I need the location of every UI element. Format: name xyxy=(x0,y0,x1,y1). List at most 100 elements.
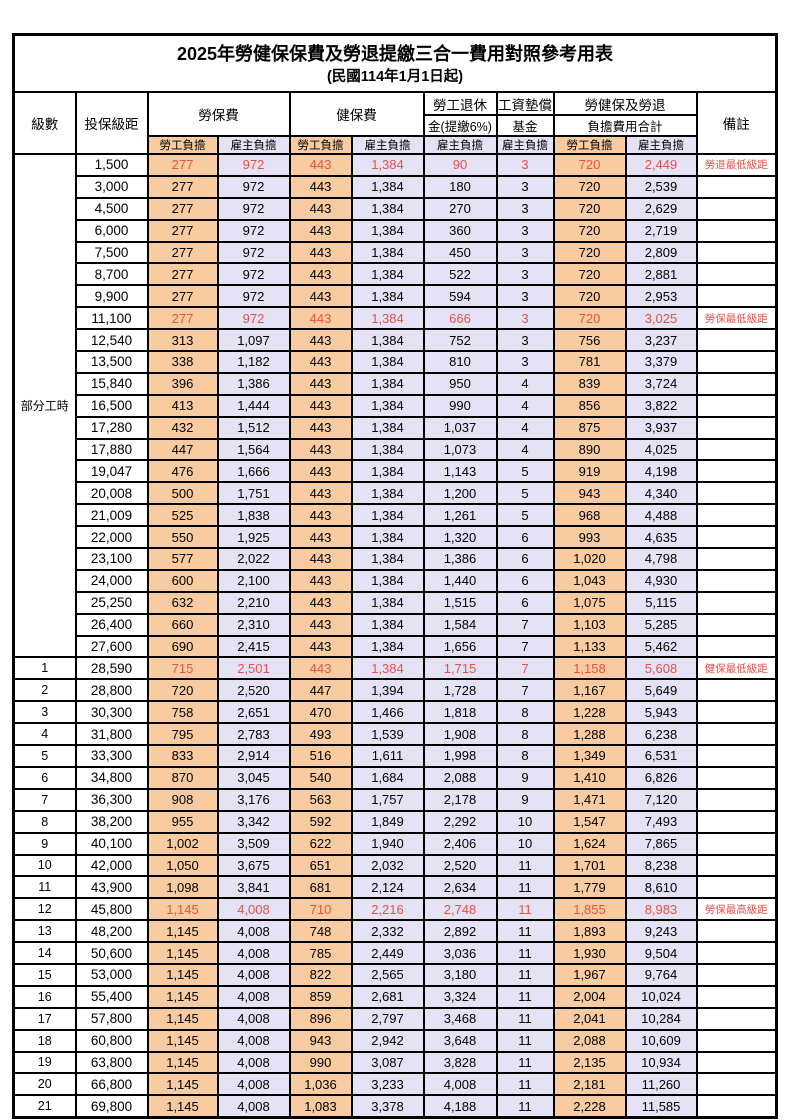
cell-health-employer: 1,384 xyxy=(350,393,425,418)
cell-fund-employer: 6 xyxy=(495,590,555,615)
cell-pension-employer: 3,828 xyxy=(422,1050,498,1075)
cell-health-employee: 443 xyxy=(288,547,353,571)
cell-labor-employer: 1,666 xyxy=(216,459,291,484)
cell-health-employer: 1,384 xyxy=(350,218,425,243)
cell-health-employer: 1,384 xyxy=(350,196,425,221)
cell-health-employee: 563 xyxy=(288,787,353,812)
cell-bracket: 48,200 xyxy=(74,919,149,944)
page-subtitle: (民國114年1月1日起) xyxy=(326,68,464,85)
table-row: 12,540 313 1,097 443 1,384 752 3 756 3,237 xyxy=(14,328,778,353)
cell-health-employer: 1,384 xyxy=(350,503,425,528)
cell-labor-employer: 1,182 xyxy=(216,350,291,374)
cell-pension-employer: 2,088 xyxy=(422,765,498,790)
header-row-groups: 級數 投保級距 勞保費 健保費 勞工退休 工資墊償 勞健保及勞退 備註 xyxy=(12,91,778,155)
cell-health-employee: 822 xyxy=(288,962,353,987)
cell-remark xyxy=(695,481,778,506)
cell-bracket: 30,300 xyxy=(74,700,149,725)
cell-fund-employer: 4 xyxy=(495,415,555,440)
cell-bracket: 3,000 xyxy=(74,174,149,199)
cell-level: 4 xyxy=(12,722,77,747)
table-row: 21 69,800 1,145 4,008 1,083 3,378 4,188 11 2,228… xyxy=(12,1094,778,1119)
cell-labor-employer: 4,008 xyxy=(216,1094,291,1119)
col-header-total-line2: 負擔費用合計 xyxy=(552,114,698,137)
cell-labor-employee: 277 xyxy=(146,306,219,331)
cell-health-employer: 2,124 xyxy=(350,875,425,900)
cell-remark xyxy=(695,1028,778,1053)
cell-labor-employee: 715 xyxy=(146,656,219,681)
cell-fund-employer: 6 xyxy=(495,525,555,550)
cell-labor-employer: 1,386 xyxy=(216,371,291,396)
cell-health-employer: 1,384 xyxy=(350,262,425,287)
cell-total-employee: 2,004 xyxy=(552,984,627,1009)
cell-total-employer: 6,238 xyxy=(624,722,698,747)
cell-bracket: 7,500 xyxy=(74,240,149,265)
table-row: 13,500 338 1,182 443 1,384 810 3 781 3,379 xyxy=(14,350,778,374)
cell-total-employee: 1,779 xyxy=(552,875,627,900)
cell-labor-employer: 3,045 xyxy=(216,765,291,790)
cell-bracket: 15,840 xyxy=(74,371,149,396)
cell-total-employer: 10,609 xyxy=(624,1028,698,1053)
cell-total-employer: 5,943 xyxy=(624,700,698,725)
cell-health-employee: 443 xyxy=(288,262,353,287)
cell-pension-employer: 2,406 xyxy=(422,831,498,856)
cell-fund-employer: 4 xyxy=(495,437,555,462)
cell-total-employee: 720 xyxy=(552,174,627,199)
cell-health-employer: 1,384 xyxy=(350,284,425,309)
cell-pension-employer: 1,728 xyxy=(422,678,498,703)
cell-pension-employer: 1,440 xyxy=(422,568,498,593)
cell-fund-employer: 6 xyxy=(495,547,555,571)
cell-level: 20 xyxy=(12,1072,77,1097)
cell-pension-employer: 450 xyxy=(422,240,498,265)
cell-remark xyxy=(695,1094,778,1119)
cell-total-employer: 4,798 xyxy=(624,547,698,571)
cell-remark xyxy=(695,328,778,353)
cell-health-employer: 1,384 xyxy=(350,634,425,659)
cell-bracket: 55,400 xyxy=(74,984,149,1009)
cell-total-employee: 875 xyxy=(552,415,627,440)
cell-health-employee: 443 xyxy=(288,371,353,396)
cell-total-employee: 1,410 xyxy=(552,765,627,790)
cell-health-employer: 1,384 xyxy=(350,174,425,199)
cell-labor-employee: 1,145 xyxy=(146,1094,219,1119)
cell-total-employer: 2,809 xyxy=(624,240,698,265)
cell-bracket: 33,300 xyxy=(74,744,149,768)
table-row: 18 60,800 1,145 4,008 943 2,942 3,648 11 2,088 10… xyxy=(12,1028,778,1053)
cell-total-employer: 9,243 xyxy=(624,919,698,944)
cell-bracket: 31,800 xyxy=(74,722,149,747)
table-row: 2 28,800 720 2,520 447 1,394 1,728 7 1,167 5,649 xyxy=(12,678,778,703)
col-header-labor-fee: 勞保費 xyxy=(146,91,291,137)
cell-total-employee: 1,020 xyxy=(552,547,627,571)
cell-bracket: 34,800 xyxy=(74,765,149,790)
cell-fund-employer: 3 xyxy=(495,196,555,221)
cell-health-employer: 1,384 xyxy=(350,240,425,265)
cell-labor-employer: 1,838 xyxy=(216,503,291,528)
cell-health-employee: 443 xyxy=(288,196,353,221)
cell-total-employer: 3,822 xyxy=(624,393,698,418)
cell-fund-employer: 7 xyxy=(495,612,555,637)
cell-pension-employer: 2,178 xyxy=(422,787,498,812)
cell-total-employer: 4,198 xyxy=(624,459,698,484)
cell-labor-employee: 1,145 xyxy=(146,897,219,922)
cell-bracket: 12,540 xyxy=(74,328,149,353)
cell-remark xyxy=(695,590,778,615)
cell-total-employer: 9,504 xyxy=(624,941,698,965)
cell-labor-employee: 277 xyxy=(146,284,219,309)
table-row: 27,600 690 2,415 443 1,384 1,656 7 1,133 5,462 xyxy=(14,634,778,659)
cell-labor-employer: 3,176 xyxy=(216,787,291,812)
cell-labor-employer: 4,008 xyxy=(216,1072,291,1097)
cell-level: 14 xyxy=(12,941,77,965)
cell-labor-employee: 870 xyxy=(146,765,219,790)
cell-pension-employer: 1,320 xyxy=(422,525,498,550)
cell-health-employee: 443 xyxy=(288,525,353,550)
cell-labor-employee: 795 xyxy=(146,722,219,747)
cell-health-employee: 470 xyxy=(288,700,353,725)
cell-remark xyxy=(695,700,778,725)
cell-health-employer: 1,384 xyxy=(350,306,425,331)
table-row: 11 43,900 1,098 3,841 681 2,124 2,634 11 1,779 8,… xyxy=(12,875,778,900)
cell-total-employer: 2,449 xyxy=(624,153,698,177)
cell-labor-employer: 972 xyxy=(216,153,291,177)
cell-pension-employer: 3,036 xyxy=(422,941,498,965)
cell-labor-employee: 758 xyxy=(146,700,219,725)
cell-total-employee: 993 xyxy=(552,525,627,550)
cell-labor-employer: 4,008 xyxy=(216,1050,291,1075)
